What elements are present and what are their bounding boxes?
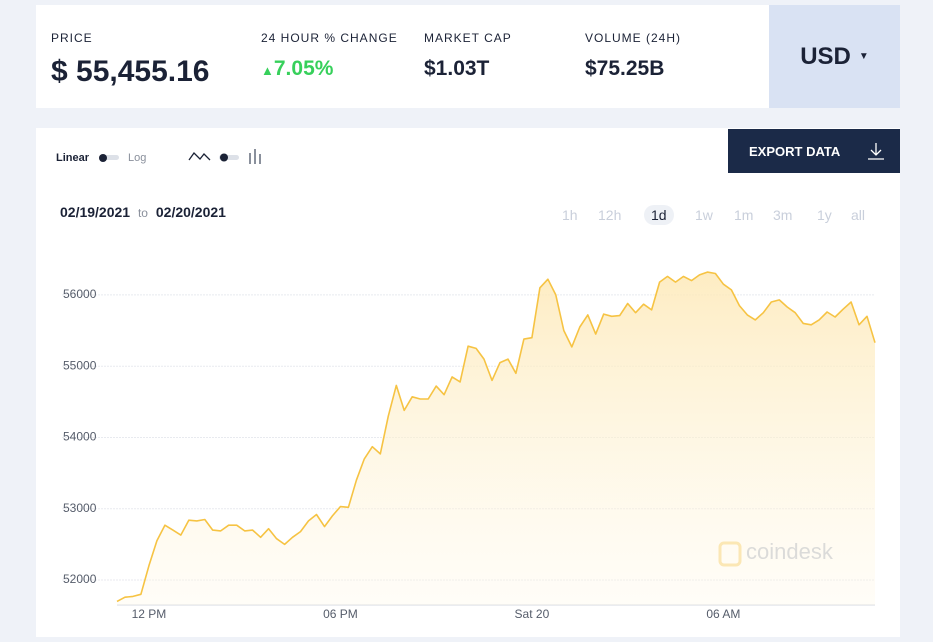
date-sep: to [137, 206, 148, 220]
currency-dropdown[interactable]: USD ▼ [769, 5, 900, 108]
y-tick-label: 55000 [63, 358, 97, 372]
stats-card: PRICE $ 55,455.16 24 HOUR % CHANGE ▲7.05… [36, 5, 769, 108]
export-label: EXPORT DATA [749, 143, 841, 159]
date-to[interactable]: 02/20/2021 [155, 204, 226, 220]
watermark-text: coindesk [746, 539, 834, 564]
x-tick-label: Sat 20 [515, 607, 550, 621]
range-button[interactable]: 1h [562, 207, 578, 223]
export-button[interactable]: EXPORT DATA [728, 129, 900, 173]
x-tick-label: 06 PM [323, 607, 358, 621]
download-icon [868, 143, 885, 160]
range-button[interactable]: 3m [773, 207, 793, 223]
stat-label: MARKET CAP [424, 31, 512, 45]
date-range: 02/19/2021 to 02/20/2021 [60, 204, 226, 220]
area [117, 272, 875, 605]
y-tick-label: 52000 [63, 572, 97, 586]
date-from[interactable]: 02/19/2021 [60, 204, 131, 220]
stat-label: PRICE [51, 31, 93, 45]
range-button[interactable]: 1y [817, 207, 832, 223]
watermark: coindesk [718, 539, 834, 567]
scale-log[interactable]: Log [128, 152, 147, 164]
x-tick-label: 06 AM [706, 607, 740, 621]
stat-label: VOLUME (24H) [585, 31, 682, 45]
range-button[interactable]: 1m [734, 207, 754, 223]
scale-linear[interactable]: Linear [56, 152, 90, 164]
range-button[interactable]: 1w [695, 207, 713, 223]
y-tick-label: 53000 [63, 501, 97, 515]
stat-value: ▲7.05% [261, 57, 334, 80]
scale-toggle[interactable] [99, 153, 119, 162]
range-button[interactable]: 1d [644, 205, 674, 225]
stat-value: $75.25B [585, 57, 665, 80]
currency: USD [800, 42, 851, 70]
price-line [116, 271, 876, 603]
stat-value: $1.03T [424, 57, 490, 80]
range-button[interactable]: all [851, 207, 866, 223]
stat-label: 24 HOUR % CHANGE [261, 31, 398, 45]
y-tick-label: 56000 [63, 287, 97, 301]
x-tick-label: 12 PM [132, 607, 167, 621]
change-value: 7.05% [273, 57, 334, 80]
stat-value: $ 55,455.16 [51, 55, 210, 88]
y-tick-label: 54000 [63, 430, 97, 444]
range-button[interactable]: 12h [598, 207, 622, 223]
chart-type-toggle[interactable] [188, 148, 268, 166]
